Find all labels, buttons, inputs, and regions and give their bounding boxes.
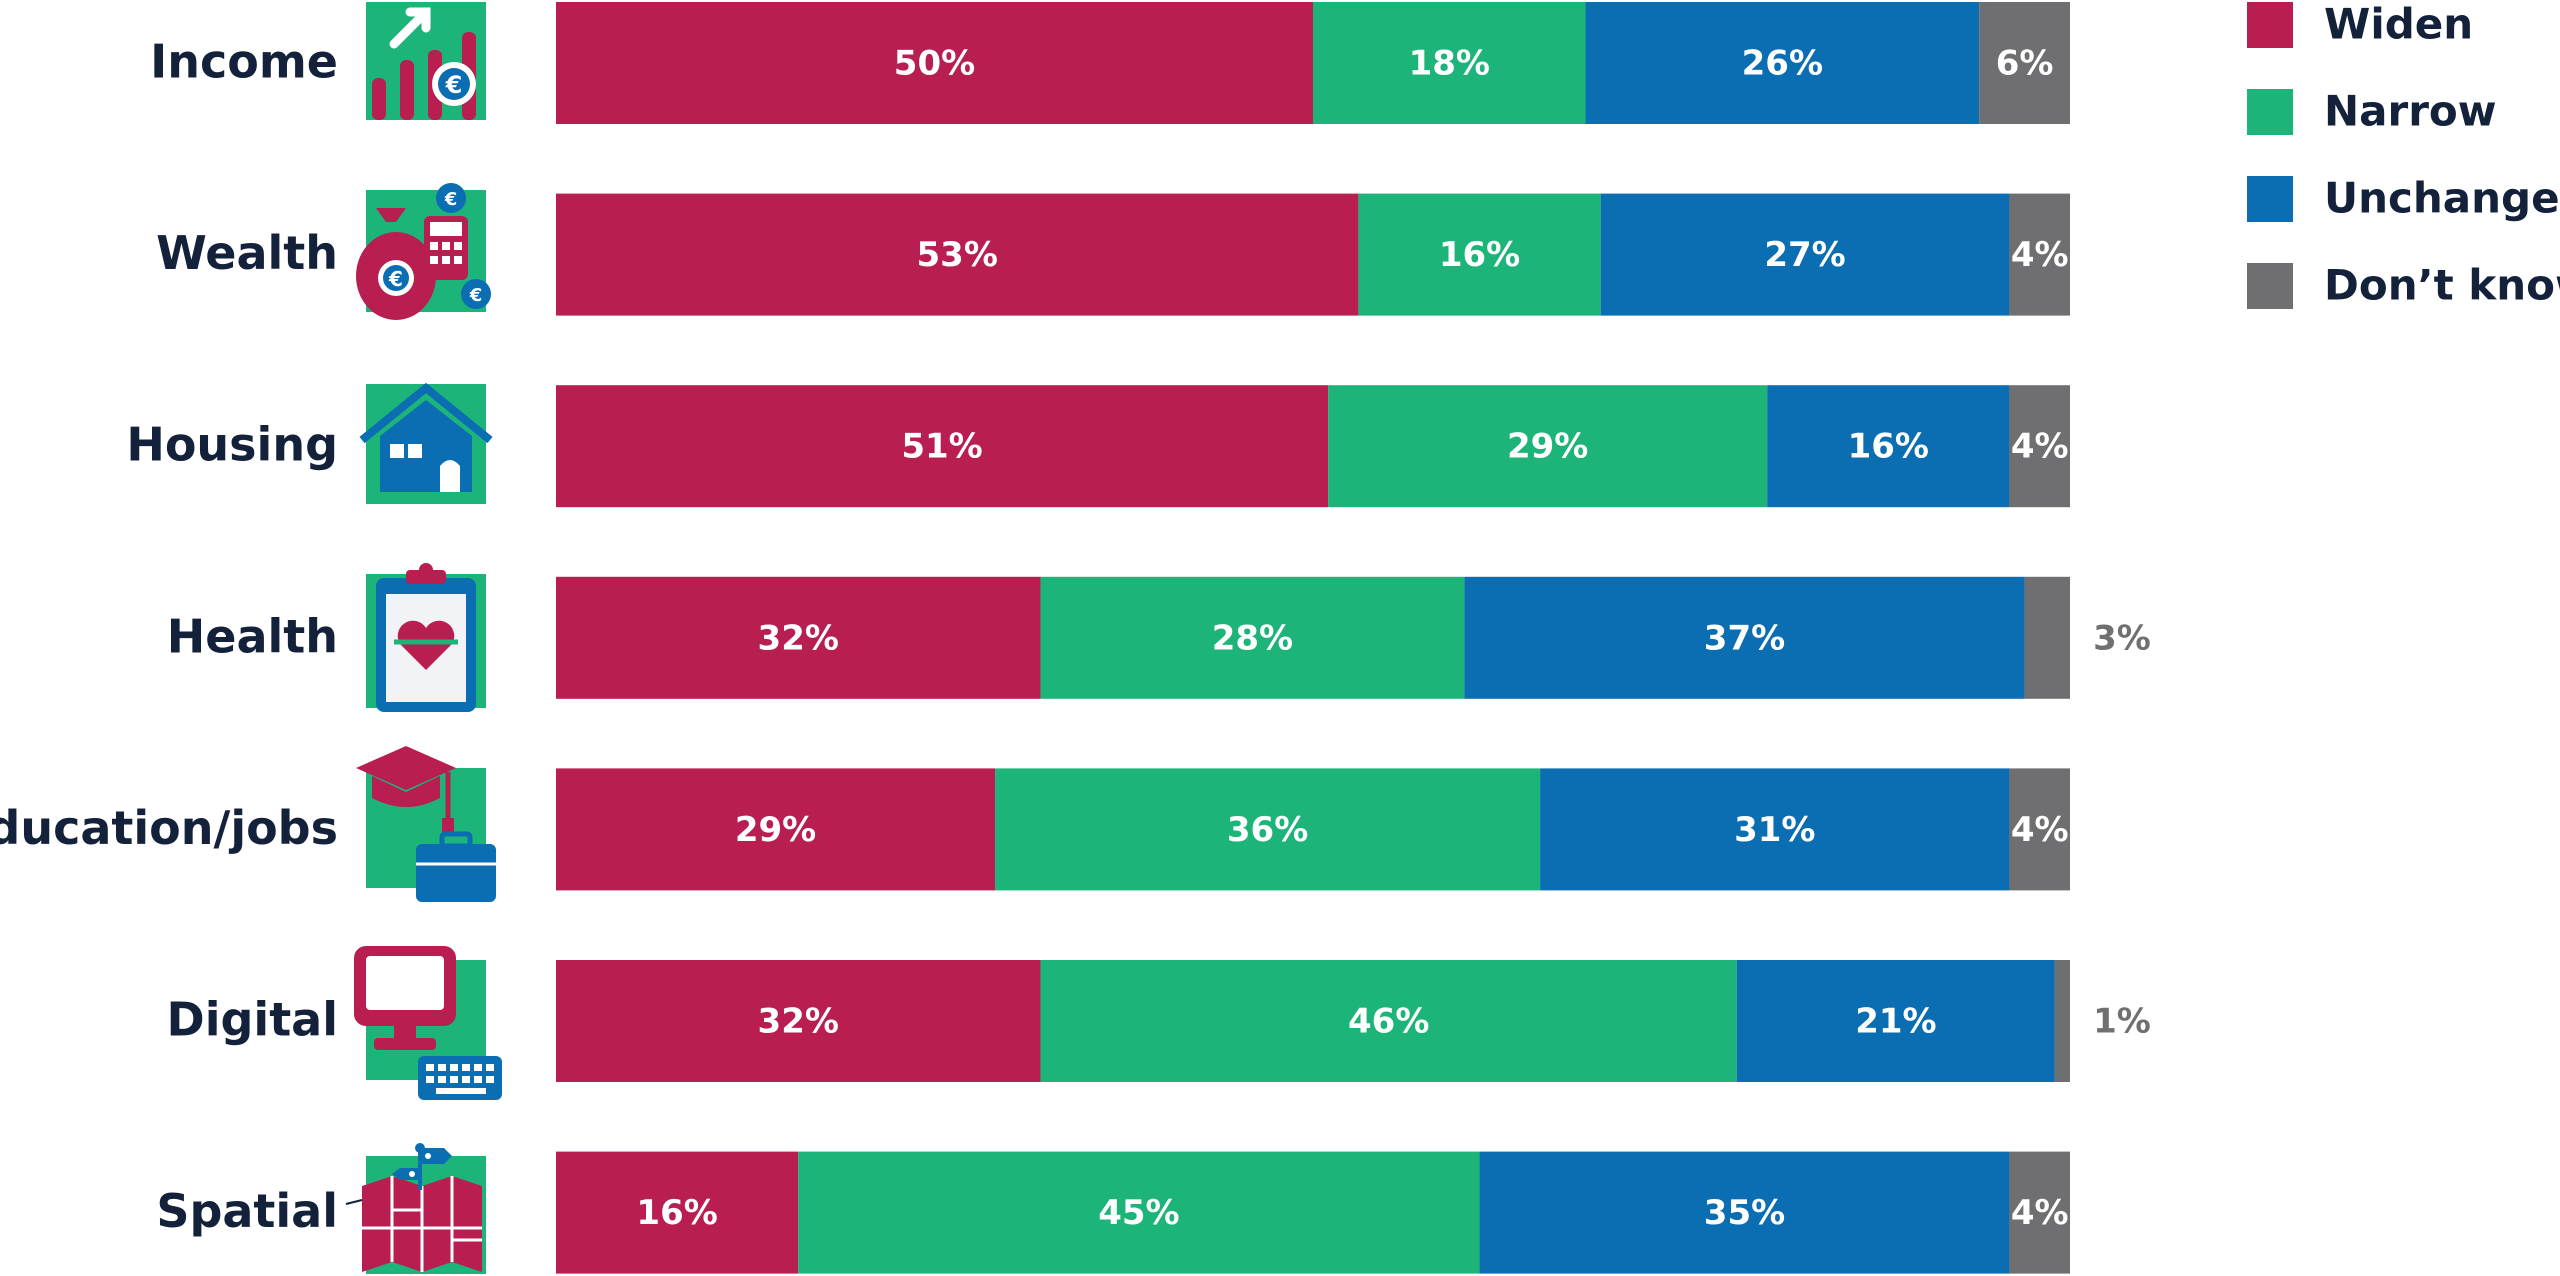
data-label-income-unchanged: 26%	[1742, 44, 1823, 84]
bar-segment-income-don-t-know	[1979, 2, 2070, 124]
legend-label-narrow: Narrow	[2324, 87, 2497, 136]
category-labels: Income Wealth Housing Health Education/jobs D…	[0, 35, 338, 1239]
bar-segment-income-unchanged	[1585, 2, 1980, 124]
data-label-housing-unchanged: 16%	[1848, 427, 1929, 467]
housing-house-icon	[359, 382, 493, 504]
bar-segment-wealth-narrow	[1358, 193, 1601, 316]
bar-segment-education-jobs-unchanged	[1540, 768, 2010, 891]
legend-label-don-t-know: Don’t know	[2324, 261, 2560, 310]
bar-segment-wealth-unchanged	[1600, 193, 2010, 316]
bars: 50% 18% 26% 6% 53% 16% 27% 4% 51% 29% 16% 4% 32% 28% 3…	[556, 2, 2151, 1274]
data-label-wealth-narrow: 16%	[1439, 235, 1520, 275]
legend-label-widen: Widen	[2324, 0, 2473, 49]
data-label-housing-widen: 51%	[901, 427, 982, 467]
svg-text:€: €	[445, 71, 463, 99]
bar-segment-education-jobs-widen	[556, 768, 996, 891]
data-label-education-jobs-widen: 29%	[735, 810, 816, 850]
data-label-spatial-widen: 16%	[636, 1193, 717, 1233]
data-label-health-don-t-know: 3%	[2093, 618, 2151, 658]
bar-segment-health-narrow	[1040, 576, 1465, 699]
bar-segment-spatial-unchanged	[1479, 1151, 2010, 1274]
bar-segment-spatial-narrow	[798, 1151, 1480, 1274]
category-label-income: Income	[150, 35, 338, 89]
bar-segment-health-unchanged	[1464, 576, 2025, 699]
income-chart-euro-icon: €	[366, 2, 486, 120]
bar-segment-health-don-t-know	[2024, 576, 2070, 699]
svg-text:€: €	[444, 189, 458, 210]
data-label-health-widen: 32%	[758, 618, 839, 658]
legend-swatch-narrow	[2247, 89, 2293, 135]
bar-segment-income-widen	[556, 2, 1313, 124]
bar-segment-education-jobs-don-t-know	[2009, 768, 2070, 891]
svg-text:€: €	[388, 267, 403, 291]
data-label-education-jobs-unchanged: 31%	[1734, 810, 1815, 850]
category-label-digital: Digital	[167, 993, 338, 1047]
bar-segment-wealth-widen	[556, 193, 1359, 316]
digital-monitor-keyboard-icon	[354, 946, 502, 1100]
legend: Widen Narrow Unchanged Don’t know	[2247, 0, 2560, 310]
bar-segment-housing-don-t-know	[2009, 385, 2070, 508]
data-label-health-narrow: 28%	[1212, 618, 1293, 658]
data-label-digital-narrow: 46%	[1348, 1002, 1429, 1042]
data-label-spatial-don-t-know: 4%	[2011, 1193, 2069, 1233]
category-label-spatial: Spatial	[156, 1184, 338, 1238]
data-label-wealth-unchanged: 27%	[1764, 235, 1845, 275]
legend-swatch-don-t-know	[2247, 263, 2293, 309]
data-label-income-don-t-know: 6%	[1996, 44, 2054, 84]
bar-segment-digital-narrow	[1040, 960, 1737, 1082]
bar-segment-housing-unchanged	[1767, 385, 2010, 508]
data-label-housing-don-t-know: 4%	[2011, 427, 2069, 467]
data-label-spatial-unchanged: 35%	[1704, 1193, 1785, 1233]
data-label-wealth-widen: 53%	[917, 235, 998, 275]
legend-swatch-unchanged	[2247, 176, 2293, 222]
data-label-digital-widen: 32%	[758, 1002, 839, 1042]
data-label-spatial-narrow: 45%	[1098, 1193, 1179, 1233]
category-label-wealth: Wealth	[156, 226, 338, 280]
bar-segment-housing-widen	[556, 385, 1329, 508]
education-jobs-cap-briefcase-icon	[356, 746, 496, 902]
bar-segment-spatial-widen	[556, 1151, 799, 1274]
data-label-education-jobs-don-t-know: 4%	[2011, 810, 2069, 850]
bar-segment-wealth-don-t-know	[2009, 193, 2070, 316]
data-label-income-narrow: 18%	[1409, 44, 1490, 84]
data-label-education-jobs-narrow: 36%	[1227, 810, 1308, 850]
bar-segment-spatial-don-t-know	[2009, 1151, 2070, 1274]
bar-segment-digital-don-t-know	[2054, 960, 2070, 1082]
data-label-wealth-don-t-know: 4%	[2011, 235, 2069, 275]
svg-text:€: €	[469, 285, 483, 306]
legend-label-unchanged: Unchanged	[2324, 174, 2560, 223]
data-label-digital-don-t-know: 1%	[2093, 1002, 2151, 1042]
category-label-health: Health	[167, 609, 338, 663]
category-icons: € € € €	[345, 2, 502, 1274]
data-label-housing-narrow: 29%	[1507, 427, 1588, 467]
bar-segment-health-widen	[556, 576, 1041, 699]
data-label-income-widen: 50%	[894, 44, 975, 84]
bar-segment-digital-widen	[556, 960, 1041, 1082]
bar-segment-education-jobs-narrow	[995, 768, 1541, 891]
data-label-digital-unchanged: 21%	[1855, 1002, 1936, 1042]
bar-segment-income-narrow	[1313, 2, 1586, 124]
data-label-health-unchanged: 37%	[1704, 618, 1785, 658]
spatial-map-pin-icon	[345, 1143, 486, 1274]
health-clipboard-heart-icon	[366, 563, 486, 712]
legend-swatch-widen	[2247, 2, 2293, 48]
category-label-housing: Housing	[126, 418, 338, 472]
bar-segment-digital-unchanged	[1736, 960, 2055, 1082]
category-label-education-jobs: Education/jobs	[0, 801, 338, 855]
wealth-moneybag-calculator-icon: € € €	[356, 183, 491, 320]
bar-segment-housing-narrow	[1328, 385, 1768, 508]
